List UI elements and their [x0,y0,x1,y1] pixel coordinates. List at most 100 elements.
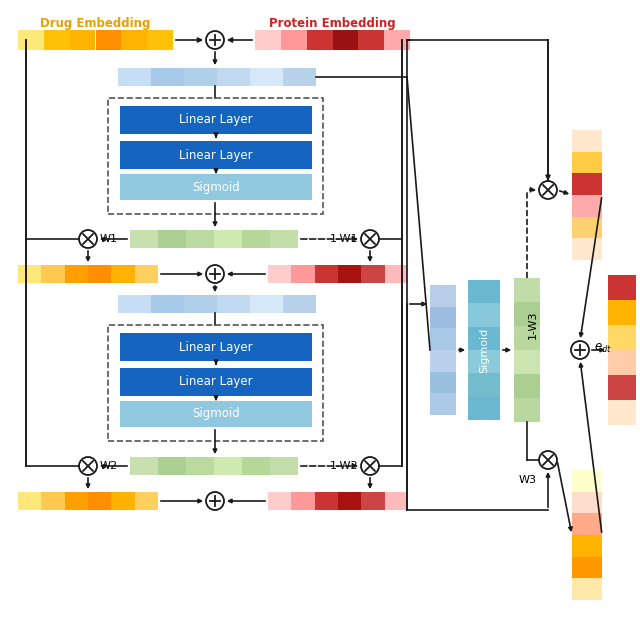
Bar [430,307,456,328]
Bar [214,230,242,248]
Text: Drug Embedding: Drug Embedding [40,17,150,30]
Bar [385,265,408,283]
Bar [158,230,186,248]
Bar [65,492,88,510]
Bar [44,30,70,50]
Bar [291,492,315,510]
Bar [333,30,358,50]
Bar [88,492,111,510]
Bar [120,106,312,134]
Bar [468,303,500,327]
Bar [430,372,456,394]
Bar [572,216,602,238]
Bar [270,230,298,248]
Bar [151,68,184,86]
Bar [362,492,385,510]
Bar [108,98,323,214]
Bar [514,326,540,350]
Bar [362,265,385,283]
Bar [572,514,602,535]
Bar [184,295,217,313]
Text: Sigmoid: Sigmoid [479,327,489,372]
Bar [108,325,323,441]
Bar [572,152,602,173]
Bar [120,174,312,200]
Text: W2: W2 [100,461,118,471]
Bar [514,398,540,422]
Text: 1-W3: 1-W3 [528,311,538,339]
Bar [315,492,338,510]
Bar [134,492,158,510]
Bar [514,278,540,302]
Bar [18,492,42,510]
Bar [572,470,602,492]
Bar [468,374,500,397]
Bar [572,492,602,514]
Bar [18,30,44,50]
Bar [430,394,456,415]
Bar [572,130,602,152]
Bar [514,350,540,374]
Bar [186,230,214,248]
Bar [111,492,134,510]
Bar [468,280,500,303]
Bar [283,295,316,313]
Text: Linear Layer: Linear Layer [179,376,253,388]
Bar [242,230,270,248]
Bar [250,295,283,313]
Bar [270,457,298,475]
Bar [608,300,636,325]
Bar [214,457,242,475]
Bar [430,285,456,307]
Bar [130,457,158,475]
Bar [184,68,217,86]
Bar [120,368,312,396]
Text: Sigmoid: Sigmoid [192,408,240,421]
Text: $e_{dt}$: $e_{dt}$ [594,342,612,354]
Bar [130,230,158,248]
Bar [307,30,333,50]
Bar [468,397,500,420]
Text: W1: W1 [100,234,118,244]
Bar [134,265,158,283]
Bar [242,457,270,475]
Bar [122,30,147,50]
Bar [268,492,291,510]
Text: Linear Layer: Linear Layer [179,114,253,126]
Bar [151,295,184,313]
Text: Linear Layer: Linear Layer [179,340,253,354]
Bar [608,375,636,400]
Bar [468,327,500,350]
Text: W3: W3 [519,475,537,485]
Bar [338,492,362,510]
Bar [65,265,88,283]
Bar [384,30,410,50]
Bar [572,535,602,557]
Bar [572,195,602,216]
Bar [217,68,250,86]
Text: Linear Layer: Linear Layer [179,148,253,162]
Bar [18,265,42,283]
Bar [42,265,65,283]
Text: 1-W2: 1-W2 [330,461,358,471]
Bar [430,350,456,372]
Bar [255,30,281,50]
Bar [572,557,602,578]
Bar [158,457,186,475]
Bar [118,68,151,86]
Bar [111,265,134,283]
Bar [385,492,408,510]
Bar [315,265,338,283]
Bar [514,302,540,326]
Bar [250,68,283,86]
Bar [120,141,312,169]
Bar [217,295,250,313]
Bar [95,30,122,50]
Text: Sigmoid: Sigmoid [192,180,240,193]
Bar [514,374,540,398]
Bar [608,275,636,300]
Bar [268,265,291,283]
Bar [70,30,95,50]
Bar [283,68,316,86]
Bar [608,350,636,375]
